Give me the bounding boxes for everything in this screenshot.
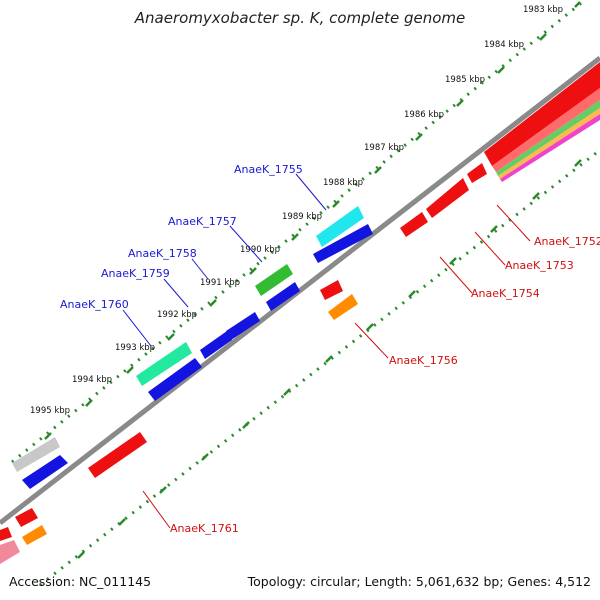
kbp-label: 1995 kbp [30,406,70,416]
kbp-ticks-lower [77,159,582,559]
genome-backbone [0,56,600,525]
genome-summary: Topology: circular; Length: 5,061,632 bp… [247,574,591,589]
gene-label[interactable]: AnaeK_1756 [389,354,458,367]
accession-text: Accession: NC_011145 [9,574,152,589]
gene-arrow [0,540,20,564]
kbp-label: 1985 kbp [445,75,485,85]
gene-arrow [22,525,47,545]
kbp-label: 1994 kbp [72,375,112,385]
kbp-label: 1986 kbp [404,110,444,120]
gene-arrow [15,508,38,527]
plus-genes [12,206,373,489]
kbp-label: 1992 kbp [157,310,197,320]
map-title: Anaeromyxobacter sp. K, complete genome [134,9,466,27]
gene-arrow [266,282,300,311]
gene-arrow [88,432,147,478]
kbp-label: 1991 kbp [200,278,240,288]
gene-arrow [328,294,358,320]
gene-block [136,342,192,386]
gene-arrow [426,178,469,218]
gene-label[interactable]: AnaeK_1759 [101,267,170,280]
gene-label[interactable]: AnaeK_1760 [60,298,129,311]
gene-label[interactable]: AnaeK_1752 [534,235,600,248]
gene-block [316,206,364,247]
gene-block [12,437,60,472]
tick-track-lower [39,148,600,587]
gene-label[interactable]: AnaeK_1754 [471,287,540,300]
kbp-label: 1990 kbp [240,245,280,255]
tick-track-upper [11,0,586,464]
gene-label[interactable]: AnaeK_1753 [505,259,574,272]
gene-block [255,264,293,296]
minus-leaders [142,204,531,529]
gene-arrow [148,358,202,401]
gene-label[interactable]: AnaeK_1755 [234,163,303,176]
gene-label[interactable]: AnaeK_1757 [168,215,237,228]
gene-arrow [226,312,260,340]
kbp-label: 1993 kbp [115,343,155,353]
minus-genes [0,163,487,564]
gene-label[interactable]: AnaeK_1758 [128,247,197,260]
gene-arrow [320,280,343,300]
gene-label[interactable]: AnaeK_1761 [170,522,239,535]
kbp-label: 1987 kbp [364,143,404,153]
kbp-label: 1984 kbp [484,40,524,50]
gene-arrow [467,163,487,183]
gene-arrow [313,224,373,263]
gene-arrow [0,527,12,541]
gene-arrow [200,331,232,359]
gene-arrow [400,212,428,237]
kbp-label: 1983 kbp [523,5,563,15]
kbp-label: 1989 kbp [282,212,322,222]
kbp-ticks [44,1,581,440]
plus-leaders [122,173,327,347]
kbp-label: 1988 kbp [323,178,363,188]
gene-arrow [22,455,68,489]
feature-bands [484,62,600,182]
